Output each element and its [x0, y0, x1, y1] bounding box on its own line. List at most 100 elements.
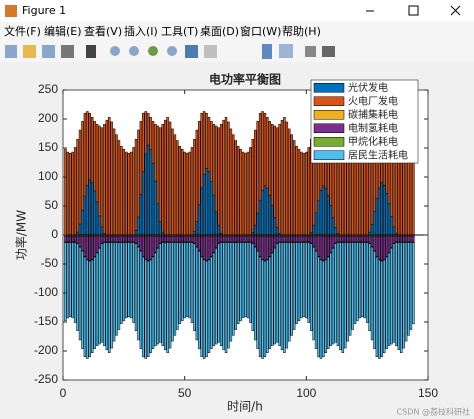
- bar: [93, 235, 96, 257]
- bar: [134, 230, 138, 236]
- tool-icon[interactable]: [148, 46, 158, 56]
- bar: [117, 140, 121, 236]
- bar: [125, 235, 128, 243]
- bar: [149, 259, 152, 353]
- bar: [105, 242, 109, 351]
- tool-icon[interactable]: [167, 46, 177, 56]
- y-tick-label: 150: [38, 140, 58, 154]
- bar: [319, 259, 323, 359]
- bar: [380, 260, 383, 358]
- bar: [402, 235, 405, 243]
- bar: [375, 256, 379, 358]
- bar: [173, 134, 177, 236]
- menu-item[interactable]: 桌面(D): [200, 25, 239, 38]
- chart-title: 电功率平衡图: [209, 72, 281, 87]
- bar: [115, 235, 118, 243]
- y-axis-label: 功率/MW: [14, 210, 29, 260]
- bar: [278, 123, 281, 234]
- bar: [217, 127, 220, 226]
- menu-item[interactable]: 帮助(H): [282, 24, 321, 38]
- bar: [127, 152, 130, 236]
- legend-label: 电制氢耗电: [348, 121, 398, 134]
- bar: [198, 204, 201, 236]
- bar: [254, 235, 257, 247]
- bar: [278, 242, 281, 347]
- x-tick-label: 100: [296, 386, 316, 400]
- bar: [115, 242, 118, 336]
- legend-label: 碳捕集耗电: [348, 108, 398, 121]
- bar: [400, 235, 403, 243]
- bar: [151, 121, 155, 164]
- bar: [404, 242, 408, 342]
- tool-icon[interactable]: [305, 46, 316, 57]
- bar: [173, 235, 177, 243]
- bar: [215, 248, 218, 345]
- tool-icon[interactable]: [185, 45, 198, 58]
- bar: [309, 235, 313, 244]
- menu-item[interactable]: 查看(V): [84, 24, 122, 38]
- menu-item[interactable]: 编辑(E): [44, 24, 82, 38]
- menu-item[interactable]: 工具(T): [161, 25, 198, 38]
- bar: [171, 235, 174, 243]
- bar: [395, 235, 398, 243]
- tool-icon[interactable]: [86, 45, 96, 58]
- bar: [234, 242, 237, 330]
- menu-item[interactable]: 窗口(W): [240, 24, 281, 38]
- bar: [115, 134, 118, 236]
- tool-icon[interactable]: [42, 45, 55, 58]
- bar: [258, 112, 262, 201]
- bar: [251, 243, 255, 331]
- bar: [361, 152, 364, 236]
- menu-item[interactable]: 插入(I): [124, 24, 158, 38]
- tool-icon[interactable]: [279, 44, 293, 58]
- bar: [151, 256, 155, 349]
- legend-swatch: [313, 123, 345, 133]
- bar: [190, 235, 194, 243]
- bar: [365, 242, 369, 323]
- bar: [327, 195, 330, 236]
- bar: [171, 242, 174, 342]
- bar: [263, 260, 267, 358]
- bar: [288, 235, 291, 243]
- bar: [254, 224, 257, 236]
- close-button[interactable]: [450, 5, 461, 16]
- bar: [142, 171, 145, 236]
- tool-icon[interactable]: [5, 45, 17, 58]
- tool-icon[interactable]: [262, 44, 272, 59]
- bar: [198, 235, 201, 251]
- bar: [129, 235, 133, 243]
- bar: [132, 147, 135, 236]
- bar: [266, 235, 269, 260]
- bar: [251, 139, 255, 233]
- legend-swatch: [313, 110, 345, 120]
- tool-icon[interactable]: [110, 46, 120, 56]
- bar: [275, 227, 279, 236]
- bar: [380, 182, 383, 236]
- tool-icon[interactable]: [204, 45, 217, 58]
- menu-item[interactable]: 文件(F): [4, 24, 41, 38]
- bar: [254, 246, 257, 341]
- bar: [129, 242, 133, 319]
- x-tick-label: 150: [418, 386, 438, 400]
- tool-icon[interactable]: [23, 45, 36, 58]
- legend-label: 甲烷化耗电: [348, 135, 398, 148]
- bar: [86, 259, 89, 359]
- bar: [210, 235, 213, 257]
- bar: [195, 221, 199, 236]
- tool-icon[interactable]: [129, 46, 139, 56]
- bar: [346, 242, 349, 342]
- bar: [112, 128, 116, 236]
- tool-icon[interactable]: [322, 46, 335, 57]
- bar: [88, 179, 91, 236]
- bar: [146, 144, 150, 236]
- bar: [407, 242, 410, 336]
- bar: [159, 243, 162, 343]
- bar: [83, 235, 87, 257]
- tool-icon[interactable]: [61, 45, 74, 58]
- maximize-button[interactable]: [408, 5, 419, 16]
- window-title: Figure 1: [22, 4, 66, 17]
- bar: [295, 146, 298, 236]
- bar: [241, 242, 245, 319]
- bar: [217, 243, 220, 343]
